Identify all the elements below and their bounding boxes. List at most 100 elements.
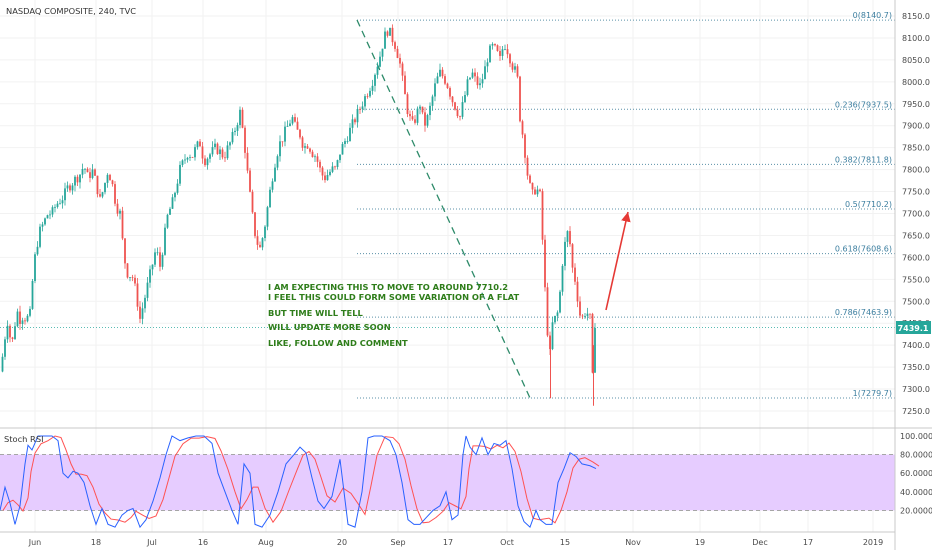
candle-body	[149, 269, 151, 283]
candle-body	[529, 175, 531, 183]
candle-body	[444, 76, 446, 84]
price-tick-label: 7850.0	[902, 144, 930, 153]
candle-body	[204, 158, 206, 166]
candle-body	[454, 102, 456, 110]
candle-body	[304, 146, 306, 148]
candle-body	[566, 231, 569, 242]
candle-body	[296, 121, 299, 130]
time-tick-label: 17	[443, 538, 453, 547]
candle-body	[344, 141, 346, 145]
candle-body	[326, 174, 329, 181]
candle-body	[554, 315, 556, 323]
candle-body	[471, 72, 474, 78]
candle-body	[136, 283, 139, 307]
candle-body	[381, 48, 384, 57]
trend-line	[356, 19, 531, 399]
candle-body	[456, 109, 459, 117]
candle-body	[226, 145, 229, 159]
price-tick-label: 7700.0	[902, 210, 930, 219]
candle-body	[54, 206, 56, 208]
candle-body	[356, 109, 359, 123]
candle-body	[89, 172, 91, 178]
candle-body	[286, 126, 289, 127]
annotation-line-4: WILL UPDATE MORE SOON	[268, 322, 391, 332]
candle-body	[221, 149, 224, 158]
candle-body	[169, 208, 171, 215]
candle-body	[416, 108, 419, 123]
time-tick-label: 2019	[863, 538, 883, 547]
candle-body	[386, 31, 389, 36]
candle-body	[459, 116, 461, 117]
time-tick-label: Aug	[258, 538, 274, 547]
candle-body	[521, 121, 524, 135]
candle-body	[439, 69, 441, 77]
candle-body	[249, 170, 251, 192]
candle-body	[509, 54, 511, 64]
candle-body	[429, 105, 431, 116]
candle-body	[369, 90, 371, 97]
candle-body	[376, 66, 379, 75]
candle-body	[586, 313, 589, 316]
fib-label: 0(8140.7)	[853, 11, 892, 20]
candle-body	[29, 308, 31, 316]
candle-body	[164, 227, 166, 255]
candle-body	[589, 313, 591, 315]
time-tick-label: Sep	[390, 538, 405, 547]
chart-title: NASDAQ COMPOSITE, 240, TVC	[6, 6, 136, 16]
candle-body	[264, 226, 266, 239]
candle-body	[494, 44, 496, 46]
candle-body	[196, 141, 199, 148]
price-tick-label: 8100.0	[902, 34, 930, 43]
candle-body	[144, 297, 146, 309]
candle-body	[61, 200, 64, 204]
candle-body	[591, 313, 594, 373]
candle-body	[374, 74, 376, 86]
candle-body	[126, 263, 129, 278]
price-tick-label: 7800.0	[902, 166, 930, 175]
candles	[1, 24, 596, 406]
candle-body	[146, 282, 149, 298]
candle-body	[246, 152, 249, 171]
price-tick-label: 7900.0	[902, 122, 930, 131]
candle-body	[209, 154, 211, 159]
candle-body	[49, 214, 51, 216]
stoch-k-line	[0, 435, 597, 529]
candle-body	[551, 322, 554, 350]
candle-body	[64, 188, 66, 201]
candle-body	[166, 214, 169, 228]
candle-body	[259, 244, 261, 248]
candle-body	[594, 328, 596, 373]
candle-body	[11, 337, 14, 339]
candle-body	[524, 134, 526, 158]
candle-body	[66, 185, 69, 189]
indicator-label: Stoch RSI	[4, 434, 44, 444]
candle-body	[411, 116, 414, 120]
candle-body	[111, 180, 114, 185]
candle-body	[161, 254, 164, 267]
candle-body	[76, 176, 79, 183]
candle-body	[469, 77, 471, 80]
time-tick-label: 15	[560, 538, 570, 547]
candle-body	[384, 31, 386, 49]
candle-body	[514, 66, 516, 70]
candle-body	[34, 254, 36, 281]
candle-body	[159, 252, 161, 267]
candle-body	[299, 129, 301, 138]
candle-body	[476, 76, 479, 86]
candle-body	[216, 143, 219, 155]
candle-body	[129, 277, 131, 278]
candle-body	[401, 63, 404, 76]
fib-retracement: 0(8140.7) 0.236(7937.5) 0.382(7811.8) 0.5(7…	[357, 11, 895, 399]
candle-body	[561, 265, 564, 292]
candle-body	[189, 157, 191, 158]
candle-body	[556, 312, 559, 316]
candle-body	[541, 191, 544, 240]
candle-body	[584, 315, 586, 317]
price-grid	[0, 0, 895, 532]
last-price-badge: 7439.1	[896, 321, 931, 334]
candle-body	[191, 157, 194, 158]
time-tick-label: 16	[198, 538, 208, 547]
candle-body	[69, 185, 71, 191]
candle-body	[526, 157, 529, 176]
candle-body	[181, 160, 184, 165]
